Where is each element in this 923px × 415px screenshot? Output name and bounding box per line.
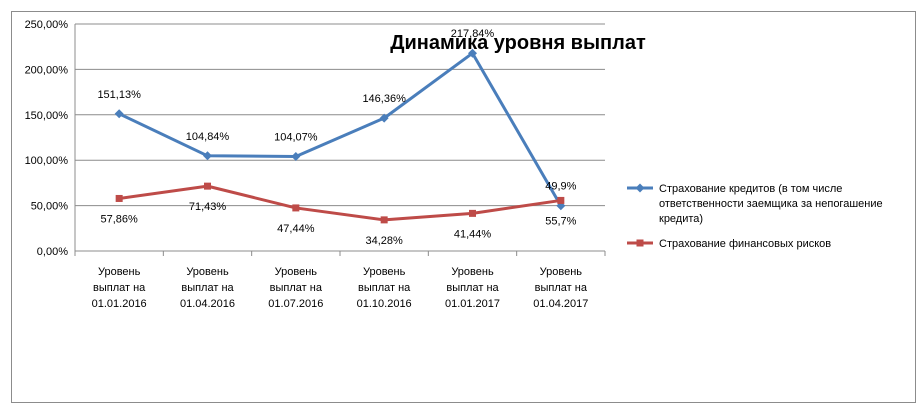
data-label: 55,7% [545,215,576,227]
legend: Страхование кредитов (в том числе ответст… [627,183,883,250]
data-label: 41,44% [454,228,492,240]
data-point-marker [469,209,476,217]
chart-area [11,11,916,403]
x-tick-label: Уровень выплат на 01.10.2016 [357,266,412,310]
y-tick-label: 0,00% [37,246,68,258]
data-point-marker [379,113,389,123]
x-axis-tick-labels: Уровень выплат на 01.01.2016 Уровень выплат … [92,266,589,310]
data-label: 151,13% [97,89,141,101]
y-axis-tick-labels: 0,00% 50,00% 100,00% 150,00% 200,00% 250,00% [25,19,69,258]
data-point-marker [114,109,124,119]
x-tick-label: Уровень выплат на 01.04.2016 [180,266,235,310]
data-label: 34,28% [366,235,404,247]
y-tick-label: 50,00% [31,201,69,213]
y-tick-label: 150,00% [25,110,69,122]
data-label: 146,36% [362,93,406,105]
legend-marker [635,183,645,193]
data-point-marker [557,196,565,204]
series-line-2 [118,184,562,222]
x-tick-label: Уровень выплат на 01.01.2017 [445,266,500,310]
series-lines [114,48,566,224]
data-point-marker [204,182,211,190]
legend-item: Страхование финансовых рисков [627,238,831,250]
data-point-marker [115,194,123,202]
legend-label: Страхование финансовых рисков [659,238,831,250]
data-point-marker [468,48,477,58]
data-label: 217,84% [451,28,495,40]
data-point-marker [380,216,388,224]
data-label: 104,07% [274,132,318,144]
chart-title: Динамика уровня выплат [390,32,646,54]
data-point-marker [203,151,212,161]
data-point-marker [292,204,300,212]
data-label: 47,44% [277,223,315,235]
data-label: 104,84% [186,131,230,143]
y-tick-label: 250,00% [25,19,69,31]
axes [74,24,606,256]
y-tick-label: 100,00% [25,155,69,167]
data-label: 71,43% [189,201,227,213]
x-tick-label: Уровень выплат на 01.04.2017 [533,266,588,310]
data-labels: 151,13% 104,84% 104,07% 146,36% 217,84% 49,9%… [97,28,576,247]
series-line-1 [118,51,563,207]
x-tick-label: Уровень выплат на 01.07.2016 [268,266,323,310]
data-label: 57,86% [101,213,139,225]
x-tick-label: Уровень выплат на 01.01.2016 [92,266,147,310]
data-point-marker [291,152,301,162]
legend-marker [636,239,644,247]
legend-item: Страхование кредитов (в том числе ответст… [627,183,883,225]
legend-label: Страхование кредитов (в том числе ответст… [659,183,883,225]
data-label: 49,9% [545,181,576,193]
y-tick-label: 200,00% [25,64,69,76]
